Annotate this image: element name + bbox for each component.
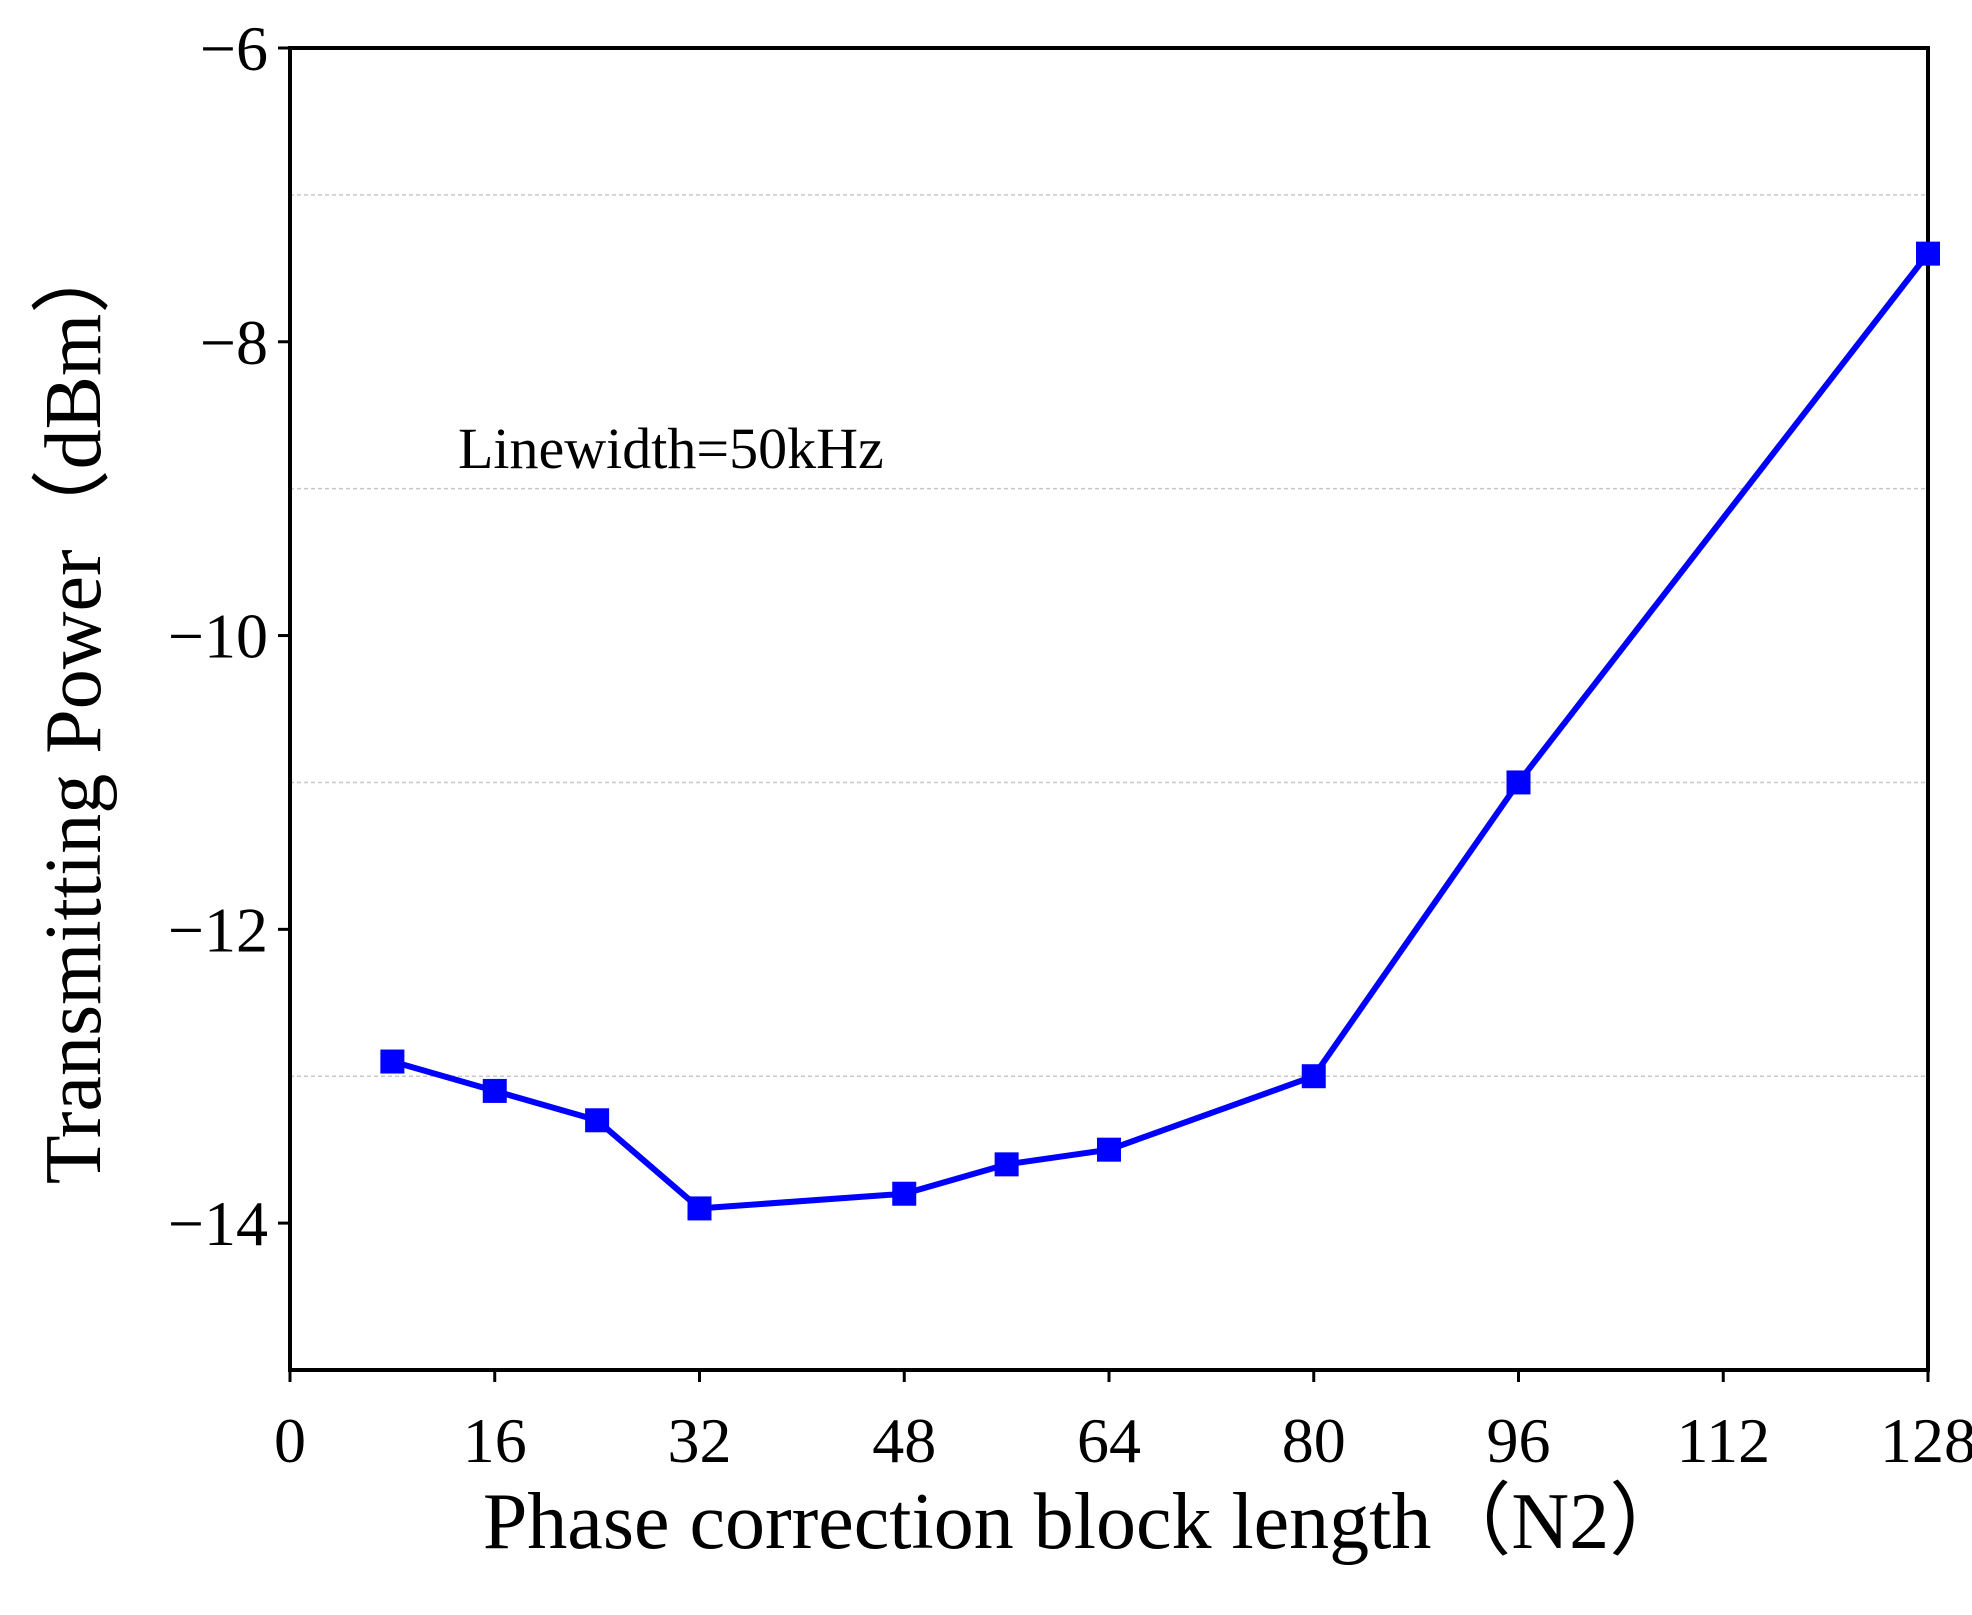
plot-frame: [288, 46, 1930, 1372]
data-point-marker: [1916, 241, 1940, 266]
y-axis-title: Transmitting Power（dBm）: [30, 234, 118, 1184]
data-point-marker: [687, 1196, 712, 1221]
x-tick-label: 112: [1676, 1405, 1770, 1476]
y-tick-label: −6: [200, 13, 268, 84]
grid-lines: [290, 194, 1928, 1077]
annotation-label: Linewidth=50kHz: [458, 416, 884, 481]
series-layer: [380, 241, 1940, 1221]
series-line: [391, 251, 1931, 1212]
data-point-marker: [892, 1181, 917, 1206]
x-tick-label: 64: [1077, 1405, 1141, 1476]
x-tick-label: 48: [872, 1405, 936, 1476]
x-tick-label: 32: [668, 1405, 732, 1476]
axis-ticks: 0 16 32 48 64 80 96 112 128 −14 −12 −10 −8 −6: [168, 13, 1972, 1476]
data-point-marker: [380, 1049, 405, 1074]
x-tick-label: 16: [463, 1405, 527, 1476]
x-tick-label: 96: [1487, 1405, 1551, 1476]
y-tick-label: −12: [168, 894, 268, 965]
data-point-marker: [1301, 1064, 1326, 1089]
data-point-marker: [1506, 770, 1531, 795]
data-point-marker: [994, 1152, 1019, 1177]
x-tick-label: 128: [1880, 1405, 1972, 1476]
x-tick-label: 0: [274, 1405, 306, 1476]
data-point-marker: [1097, 1137, 1121, 1162]
y-tick-label: −10: [168, 601, 268, 672]
y-tick-label: −14: [168, 1188, 268, 1259]
y-tick-label: −8: [200, 307, 268, 378]
x-tick-label: 80: [1282, 1405, 1346, 1476]
data-point-marker: [585, 1108, 610, 1133]
x-axis-title: Phase correction block length（N2）: [483, 1478, 1689, 1566]
data-point-marker: [482, 1078, 507, 1103]
